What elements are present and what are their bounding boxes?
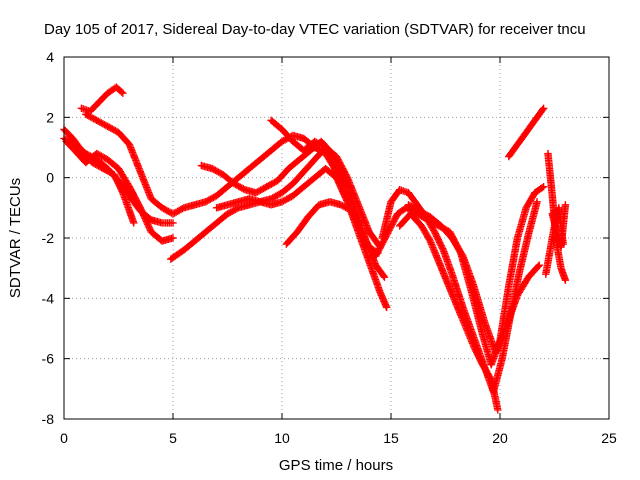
data-point <box>561 201 570 209</box>
data-series-14 <box>404 201 543 357</box>
data-series <box>60 83 570 414</box>
y-tick-label: 4 <box>46 49 54 65</box>
y-tick-label: 2 <box>46 109 54 125</box>
data-series-13 <box>396 210 502 414</box>
y-axis-label: SDTVAR / TECUs <box>7 178 24 298</box>
data-point <box>539 183 548 191</box>
y-tick-label: 0 <box>46 170 54 186</box>
x-tick-label: 5 <box>169 430 177 446</box>
data-point <box>561 276 570 284</box>
y-tick-label: -6 <box>42 351 55 367</box>
data-point <box>130 219 138 227</box>
data-point <box>380 273 389 281</box>
data-series-17 <box>544 149 570 284</box>
y-tick-labels: -8 -6 -4 -2 0 2 4 <box>42 49 55 427</box>
data-series-7 <box>197 137 389 281</box>
x-tick-label: 10 <box>274 430 290 446</box>
axis-ticks <box>63 56 610 420</box>
data-point <box>534 262 542 271</box>
y-tick-label: -4 <box>42 290 55 306</box>
y-tick-label: -8 <box>42 411 55 427</box>
data-point <box>494 406 502 414</box>
x-tick-labels: 0 5 10 15 20 25 <box>60 430 617 446</box>
data-point <box>382 303 391 312</box>
x-tick-label: 20 <box>492 430 508 446</box>
data-point <box>533 198 541 206</box>
data-point <box>169 219 177 227</box>
data-series-4 <box>77 83 127 115</box>
data-series-18 <box>548 201 570 251</box>
data-point <box>539 104 548 112</box>
x-tick-label: 0 <box>60 430 68 446</box>
data-series-10 <box>282 198 356 248</box>
x-tick-label: 15 <box>383 430 399 446</box>
chart-title: Day 105 of 2017, Sidereal Day-to-day VTE… <box>44 21 586 38</box>
x-axis-label: GPS time / hours <box>279 457 393 474</box>
x-tick-label: 25 <box>601 430 617 446</box>
y-tick-label: -2 <box>42 230 55 246</box>
data-point <box>119 89 127 97</box>
data-series-15 <box>505 104 548 161</box>
data-series-3 <box>62 137 177 245</box>
data-point <box>169 234 177 242</box>
data-point <box>348 207 356 215</box>
data-point <box>535 261 543 269</box>
